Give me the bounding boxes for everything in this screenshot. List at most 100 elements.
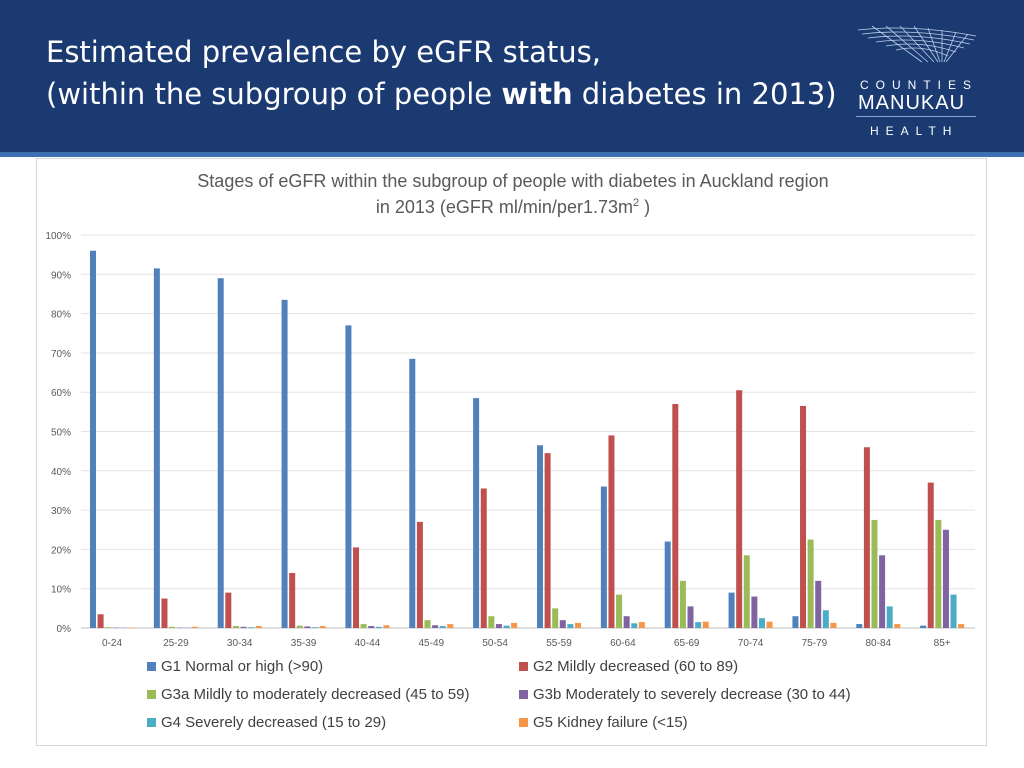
bar-5-70-74 <box>758 618 765 628</box>
bar-6-45-49 <box>447 624 454 628</box>
chart-title-units: in 2013 (eGFR ml/min/per1.73m <box>376 197 633 217</box>
legend-label: G5 Kidney failure (<15) <box>533 714 688 731</box>
x-tick-label: 35-39 <box>291 638 317 649</box>
y-tick-label: 70% <box>51 349 71 360</box>
bar-3-80-84 <box>871 519 878 628</box>
bar-1-75-79 <box>792 616 799 628</box>
legend: G1 Normal or high (>90) G2 Mildly decreas… <box>147 658 851 731</box>
chart-title-line2: in 2013 (eGFR ml/min/per1.73m2 ) <box>376 197 650 217</box>
bar-6-70-74 <box>766 621 773 628</box>
bar-6-85+ <box>958 624 965 628</box>
bar-6-50-54 <box>511 622 518 628</box>
bar-3-25-29 <box>169 626 176 628</box>
page-title-line1: Estimated prevalence by eGFR status, <box>46 35 601 69</box>
bar-4-85+ <box>942 529 949 628</box>
bar-5-80-84 <box>886 606 893 628</box>
bar-2-30-34 <box>225 592 232 628</box>
bar-1-45-49 <box>409 358 416 628</box>
legend-swatch <box>147 690 156 699</box>
counties-manukau-logo: COUNTIES MANUKAU HEALTH <box>848 22 984 142</box>
bar-1-60-64 <box>600 486 607 628</box>
bar-4-65-69 <box>687 606 694 628</box>
bar-1-0-24 <box>90 250 96 628</box>
grid-lines <box>81 234 975 629</box>
x-tick-label: 70-74 <box>738 638 764 649</box>
bar-5-30-34 <box>248 627 255 628</box>
egfr-bar-chart: Stages of eGFR within the subgroup of pe… <box>45 171 975 731</box>
legend-swatch <box>147 718 156 727</box>
y-tick-label: 40% <box>51 467 71 478</box>
bar-6-65-69 <box>702 621 709 628</box>
bar-3-70-74 <box>743 555 750 628</box>
title-text-end: diabetes in 2013) <box>572 77 837 111</box>
bar-6-30-34 <box>255 626 262 628</box>
chart-title-line1: Stages of eGFR within the subgroup of pe… <box>197 171 828 191</box>
bar-5-45-49 <box>439 626 446 628</box>
bar-2-0-24 <box>97 614 104 628</box>
bar-1-50-54 <box>473 398 480 628</box>
bar-2-65-69 <box>672 403 679 628</box>
bar-6-60-64 <box>638 622 645 628</box>
x-tick-label: 40-44 <box>355 638 381 649</box>
title-text: (within the subgroup of people <box>46 77 502 111</box>
bar-5-40-44 <box>375 626 382 628</box>
bar-2-25-29 <box>161 598 168 628</box>
bar-1-35-39 <box>281 299 288 628</box>
bar-4-35-39 <box>304 626 311 628</box>
bar-4-55-59 <box>559 620 566 628</box>
bar-6-25-29 <box>191 626 198 628</box>
bar-1-40-44 <box>345 325 352 628</box>
bar-2-45-49 <box>416 521 423 628</box>
legend-label: G2 Mildly decreased (60 to 89) <box>533 658 738 675</box>
logo-mesh-icon <box>857 25 977 63</box>
x-tick-label: 25-29 <box>163 638 189 649</box>
legend-swatch <box>147 662 156 671</box>
legend-label: G1 Normal or high (>90) <box>161 658 323 675</box>
bar-6-55-59 <box>575 622 581 628</box>
header-divider <box>0 152 1024 157</box>
bar-1-25-29 <box>153 268 160 628</box>
bar-3-75-79 <box>807 539 814 628</box>
page-title-line2: (within the subgroup of people with diab… <box>46 77 837 111</box>
bar-3-35-39 <box>296 625 303 628</box>
bar-5-85+ <box>950 594 957 628</box>
bar-5-75-79 <box>822 610 829 628</box>
legend-swatch <box>519 662 528 671</box>
bar-5-55-59 <box>567 624 574 628</box>
bar-6-40-44 <box>383 625 390 628</box>
legend-swatch <box>519 690 528 699</box>
bar-1-65-69 <box>664 541 671 628</box>
y-tick-label: 50% <box>51 428 71 439</box>
bar-3-50-54 <box>488 616 495 628</box>
legend-label: G4 Severely decreased (15 to 29) <box>161 714 386 731</box>
bar-2-80-84 <box>863 447 870 628</box>
bar-3-85+ <box>935 519 942 628</box>
bar-3-65-69 <box>679 580 686 628</box>
bar-2-60-64 <box>608 435 615 628</box>
bar-1-85+ <box>920 625 927 628</box>
bar-3-55-59 <box>552 608 559 628</box>
logo-text-manukau: MANUKAU <box>858 92 966 114</box>
y-tick-label: 10% <box>51 585 71 596</box>
bar-3-30-34 <box>232 626 239 628</box>
bar-5-65-69 <box>695 622 702 628</box>
legend-label: G3a Mildly to moderately decreased (45 t… <box>161 686 470 703</box>
bar-6-35-39 <box>319 626 326 628</box>
bar-4-45-49 <box>432 625 439 628</box>
bar-3-45-49 <box>424 620 431 628</box>
chart-panel: Stages of eGFR within the subgroup of pe… <box>36 158 987 746</box>
x-tick-label: 60-64 <box>610 638 636 649</box>
y-tick-label: 90% <box>51 270 71 281</box>
bar-1-30-34 <box>217 278 224 628</box>
x-tick-label: 55-59 <box>546 638 572 649</box>
bar-4-40-44 <box>368 626 375 628</box>
bar-1-55-59 <box>537 445 543 628</box>
x-tick-label: 30-34 <box>227 638 253 649</box>
bar-4-70-74 <box>751 596 758 628</box>
bar-2-40-44 <box>353 547 360 628</box>
bar-3-40-44 <box>360 624 367 628</box>
bar-3-60-64 <box>616 594 623 628</box>
legend-swatch <box>519 718 528 727</box>
bar-2-55-59 <box>544 453 551 628</box>
bar-4-75-79 <box>815 580 822 628</box>
